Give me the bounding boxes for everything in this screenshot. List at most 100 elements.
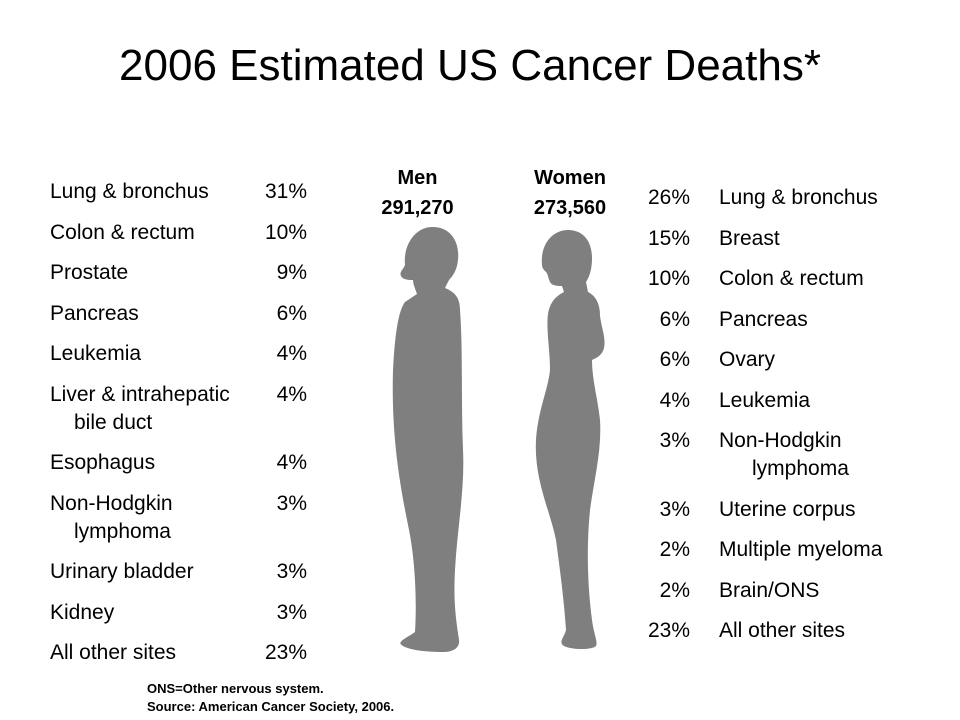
women-cancer-list: Lung & bronchus 26% Breast 15% Colon & rectu… xyxy=(640,184,940,658)
cancer-site-label: Lung & bronchus xyxy=(50,178,255,206)
men-row: Non-Hodgkin lymphoma 3% xyxy=(50,490,320,546)
cancer-site-name: Kidney xyxy=(50,600,115,624)
percentage-value: 3% xyxy=(276,600,307,624)
cancer-site-label: Ovary xyxy=(719,346,919,374)
percentage-value: 2% xyxy=(659,578,690,602)
percentage-value: 4% xyxy=(276,382,307,406)
cancer-site-name: Brain/ONS xyxy=(719,578,820,602)
percentage-value: 31% xyxy=(264,180,307,203)
percentage-value: 6% xyxy=(659,307,690,331)
percentage-value: 3% xyxy=(276,491,307,515)
percentage-value: 2% xyxy=(659,538,690,561)
cancer-site-label: Multiple myeloma xyxy=(719,536,919,564)
cancer-site-label: Brain/ONS xyxy=(719,577,919,605)
percentage-value: 23% xyxy=(647,619,690,642)
percentage-value: 15% xyxy=(647,226,690,250)
footnote: ONS=Other nervous system. Source: Americ… xyxy=(147,680,394,716)
women-row: Uterine corpus 3% xyxy=(640,496,940,524)
men-row: Liver & intrahepatic bile duct 4% xyxy=(50,381,320,437)
percentage-value: 3% xyxy=(659,497,690,521)
men-row: Prostate 9% xyxy=(50,259,320,287)
cancer-site-name: Multiple myeloma xyxy=(719,538,883,561)
men-row: Lung & bronchus 31% xyxy=(50,178,320,206)
cancer-site-name: Leukemia xyxy=(719,388,811,412)
cancer-site-label: Colon & rectum xyxy=(719,265,919,293)
percentage-value: 6% xyxy=(276,301,307,325)
cancer-site-name: All other sites xyxy=(719,619,846,642)
men-cancer-list: Lung & bronchus 31% Colon & rectum 10% Prost… xyxy=(50,178,320,680)
percentage-value: 9% xyxy=(276,261,307,284)
cancer-site-label: Colon & rectum xyxy=(50,219,255,247)
cancer-site-label: Non-Hodgkin lymphoma xyxy=(50,490,255,546)
cancer-site-name-continued: lymphoma xyxy=(74,519,171,543)
cancer-site-name: Pancreas xyxy=(50,301,139,325)
cancer-site-label: Leukemia xyxy=(719,387,919,415)
women-row: Ovary 6% xyxy=(640,346,940,374)
women-row: Breast 15% xyxy=(640,225,940,253)
footnote-ons: ONS=Other nervous system. xyxy=(147,681,324,696)
women-row: Brain/ONS 2% xyxy=(640,577,940,605)
men-row: Esophagus 4% xyxy=(50,449,320,477)
cancer-site-name-continued: lymphoma xyxy=(752,457,849,480)
men-row: Pancreas 6% xyxy=(50,300,320,328)
cancer-site-name: Prostate xyxy=(50,261,129,284)
footnote-source: Source: American Cancer Society, 2006. xyxy=(147,699,395,714)
cancer-site-name: Non-Hodgkin xyxy=(719,429,842,452)
cancer-site-name: Non-Hodgkin xyxy=(50,491,173,515)
cancer-site-label: Uterine corpus xyxy=(719,496,919,524)
women-row: Leukemia 4% xyxy=(640,387,940,415)
percentage-value: 26% xyxy=(647,186,690,209)
women-row: Lung & bronchus 26% xyxy=(640,184,940,212)
cancer-site-label: Esophagus xyxy=(50,449,255,477)
cancer-site-label: Prostate xyxy=(50,259,255,287)
women-row: Multiple myeloma 2% xyxy=(640,536,940,564)
women-row: All other sites 23% xyxy=(640,617,940,645)
cancer-site-name-continued: bile duct xyxy=(74,410,153,434)
cancer-site-name: Pancreas xyxy=(719,307,808,331)
cancer-site-label: All other sites xyxy=(719,617,919,645)
percentage-value: 4% xyxy=(659,388,690,412)
cancer-site-name: Breast xyxy=(719,226,780,250)
men-row: All other sites 23% xyxy=(50,639,320,667)
cancer-site-label: Breast xyxy=(719,225,919,253)
women-total: 273,560 xyxy=(533,197,607,219)
female-silhouette-icon xyxy=(535,230,605,649)
men-total: 291,270 xyxy=(381,197,454,219)
percentage-value: 23% xyxy=(264,641,307,664)
cancer-site-name: Liver & intrahepatic xyxy=(50,382,230,406)
men-header: Men 291,270 xyxy=(360,163,475,223)
cancer-site-label: Leukemia xyxy=(50,340,255,368)
page-title: 2006 Estimated US Cancer Deaths* xyxy=(119,41,821,90)
men-row: Colon & rectum 10% xyxy=(50,219,320,247)
women-label: Women xyxy=(534,167,606,189)
percentage-value: 10% xyxy=(647,267,690,290)
cancer-site-label: Non-Hodgkin lymphoma xyxy=(719,427,919,483)
cancer-site-name: Lung & bronchus xyxy=(50,180,209,203)
cancer-site-name: Esophagus xyxy=(50,451,156,474)
women-row: Colon & rectum 10% xyxy=(640,265,940,293)
cancer-site-label: Pancreas xyxy=(719,306,919,334)
percentage-value: 4% xyxy=(276,451,307,474)
cancer-site-label: Pancreas xyxy=(50,300,255,328)
cancer-site-label: Kidney xyxy=(50,599,255,627)
cancer-site-name: All other sites xyxy=(50,641,177,664)
men-label: Men xyxy=(397,167,438,189)
men-row: Leukemia 4% xyxy=(50,340,320,368)
cancer-site-name: Ovary xyxy=(719,348,776,371)
cancer-site-label: Lung & bronchus xyxy=(719,184,919,212)
women-row: Pancreas 6% xyxy=(640,306,940,334)
women-header: Women 273,560 xyxy=(510,163,630,223)
women-row: Non-Hodgkin lymphoma 3% xyxy=(640,427,940,483)
percentage-value: 4% xyxy=(276,342,307,365)
cancer-site-name: Leukemia xyxy=(50,342,142,365)
cancer-site-name: Colon & rectum xyxy=(719,267,864,290)
cancer-site-name: Uterine corpus xyxy=(719,497,856,521)
cancer-site-name: Colon & rectum xyxy=(50,220,195,244)
percentage-value: 3% xyxy=(276,560,307,583)
cancer-site-label: Liver & intrahepatic bile duct xyxy=(50,381,255,437)
cancer-site-name: Urinary bladder xyxy=(50,560,194,583)
percentage-value: 3% xyxy=(659,429,690,452)
men-row: Kidney 3% xyxy=(50,599,320,627)
cancer-site-label: All other sites xyxy=(50,639,255,667)
cancer-site-name: Lung & bronchus xyxy=(719,186,878,209)
